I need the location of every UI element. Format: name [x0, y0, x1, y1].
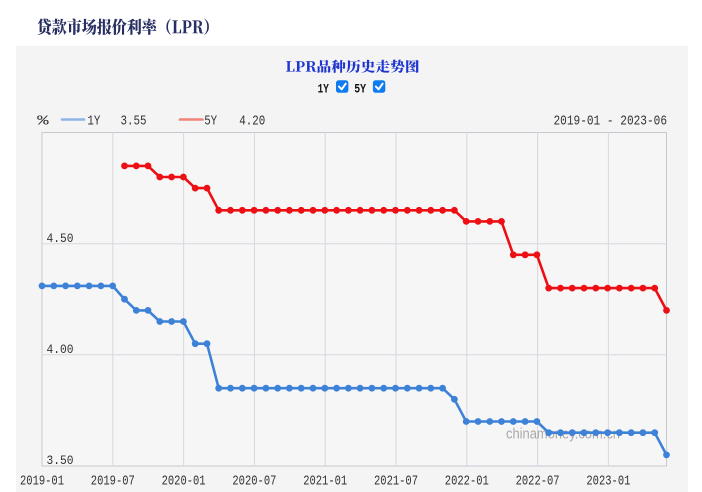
- svg-text:4.00: 4.00: [47, 342, 74, 357]
- svg-text:%: %: [37, 113, 49, 129]
- svg-text:1Y: 1Y: [87, 113, 100, 129]
- svg-text:2020-01: 2020-01: [162, 473, 206, 489]
- svg-text:2023-01: 2023-01: [586, 473, 630, 489]
- svg-text:3.50: 3.50: [47, 453, 74, 468]
- svg-text:2022-07: 2022-07: [516, 473, 560, 489]
- svg-text:4.20: 4.20: [239, 113, 265, 129]
- svg-text:4.50: 4.50: [47, 231, 74, 246]
- svg-text:2020-07: 2020-07: [232, 473, 276, 489]
- svg-text:1Y: 1Y: [318, 82, 329, 97]
- svg-text:2019-07: 2019-07: [91, 473, 135, 489]
- svg-text:2022-01: 2022-01: [445, 473, 489, 489]
- svg-text:2019-01: 2019-01: [20, 473, 64, 489]
- svg-text:3.55: 3.55: [121, 113, 147, 129]
- svg-text:2021-01: 2021-01: [303, 473, 347, 489]
- svg-text:5Y: 5Y: [204, 113, 217, 129]
- svg-text:2019-01 - 2023-06: 2019-01 - 2023-06: [554, 113, 668, 129]
- svg-text:5Y: 5Y: [354, 82, 366, 97]
- svg-text:2021-07: 2021-07: [374, 473, 418, 489]
